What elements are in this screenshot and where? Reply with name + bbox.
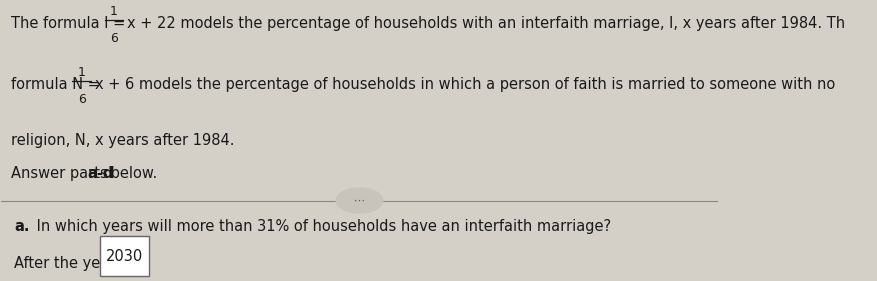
Text: The formula I =: The formula I = bbox=[11, 16, 130, 31]
FancyBboxPatch shape bbox=[100, 236, 149, 276]
Text: 6: 6 bbox=[78, 93, 86, 106]
Text: below.: below. bbox=[106, 166, 157, 181]
Ellipse shape bbox=[336, 188, 382, 213]
Text: 1: 1 bbox=[110, 5, 118, 18]
Text: formula N =: formula N = bbox=[11, 77, 104, 92]
Text: x + 22 models the percentage of households with an interfaith marriage, I, x yea: x + 22 models the percentage of househol… bbox=[127, 16, 845, 31]
Text: 6: 6 bbox=[110, 32, 118, 45]
Text: a-d: a-d bbox=[88, 166, 114, 181]
Text: Answer parts: Answer parts bbox=[11, 166, 112, 181]
Text: x + 6 models the percentage of households in which a person of faith is married : x + 6 models the percentage of household… bbox=[96, 77, 836, 92]
Text: In which years will more than 31% of households have an interfaith marriage?: In which years will more than 31% of hou… bbox=[32, 219, 611, 234]
Text: ⋯: ⋯ bbox=[354, 196, 365, 205]
Text: a.: a. bbox=[14, 219, 30, 234]
Text: 1: 1 bbox=[78, 66, 86, 79]
Text: 2030: 2030 bbox=[106, 248, 143, 264]
Text: religion, N, x years after 1984.: religion, N, x years after 1984. bbox=[11, 133, 234, 148]
Text: After the year: After the year bbox=[14, 256, 120, 271]
